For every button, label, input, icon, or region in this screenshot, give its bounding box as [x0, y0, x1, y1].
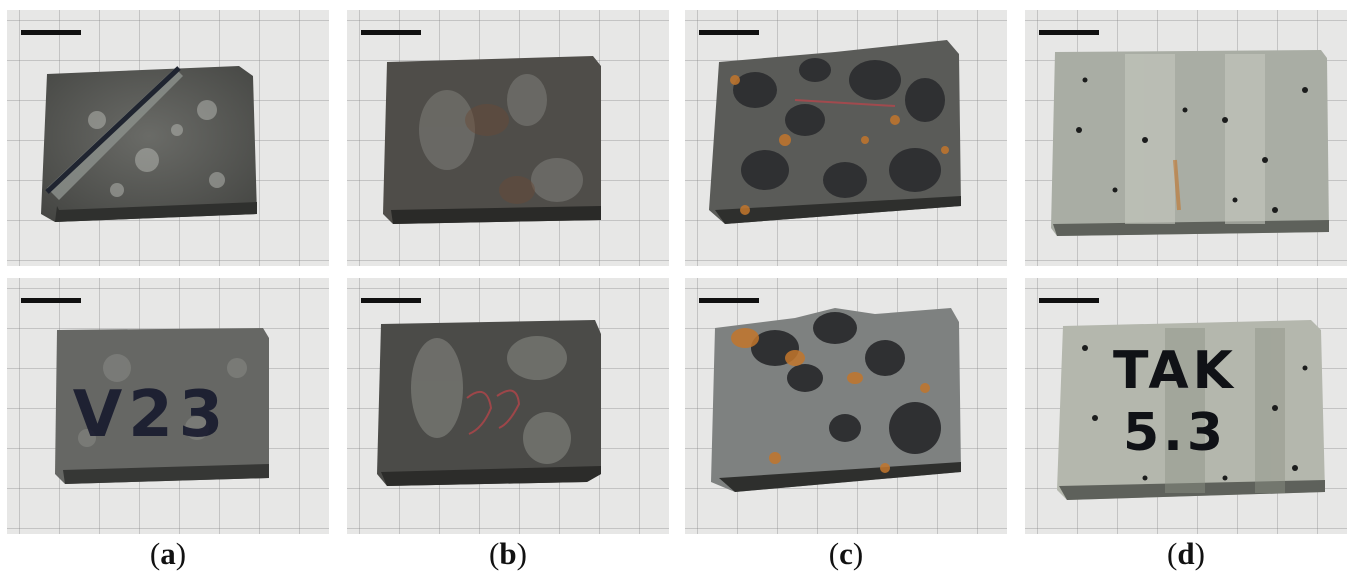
caption-c: (c) — [828, 536, 864, 571]
panel-a: V23 — [7, 10, 329, 534]
photo-d-top — [1025, 10, 1347, 266]
panel-d: TAK 5.3 — [1025, 10, 1347, 534]
scale-bar — [21, 30, 81, 35]
caption-a: (a) — [149, 536, 187, 571]
scale-bar — [699, 30, 759, 35]
photo-c-bottom — [685, 278, 1007, 534]
photo-d-bottom: TAK 5.3 — [1025, 278, 1347, 534]
sample-b-top — [383, 56, 601, 224]
scale-bar — [699, 298, 759, 303]
scale-bar — [1039, 298, 1099, 303]
sample-marking: V23 — [72, 378, 230, 452]
photo-a-top — [7, 10, 329, 266]
sample-c-bottom — [711, 308, 961, 492]
sample-c-top — [709, 40, 961, 224]
photo-b-top — [347, 10, 669, 266]
photo-a-bottom: V23 — [7, 278, 329, 534]
sample-a-bottom — [55, 328, 269, 484]
scale-bar — [1039, 30, 1099, 35]
sample-d-top — [1051, 50, 1329, 236]
scale-bar — [361, 298, 421, 303]
photo-b-bottom — [347, 278, 669, 534]
scale-bar — [21, 298, 81, 303]
panel-b — [347, 10, 669, 534]
scale-bar — [361, 30, 421, 35]
panel-c — [685, 10, 1007, 534]
caption-b: (b) — [489, 536, 527, 571]
sample-d-bottom — [1057, 320, 1325, 500]
sample-b-bottom — [377, 320, 601, 486]
photo-c-top — [685, 10, 1007, 266]
sample-marking: TAK 5.3 — [1113, 341, 1237, 463]
sample-a-top — [41, 66, 257, 222]
caption-d: (d) — [1167, 536, 1205, 571]
